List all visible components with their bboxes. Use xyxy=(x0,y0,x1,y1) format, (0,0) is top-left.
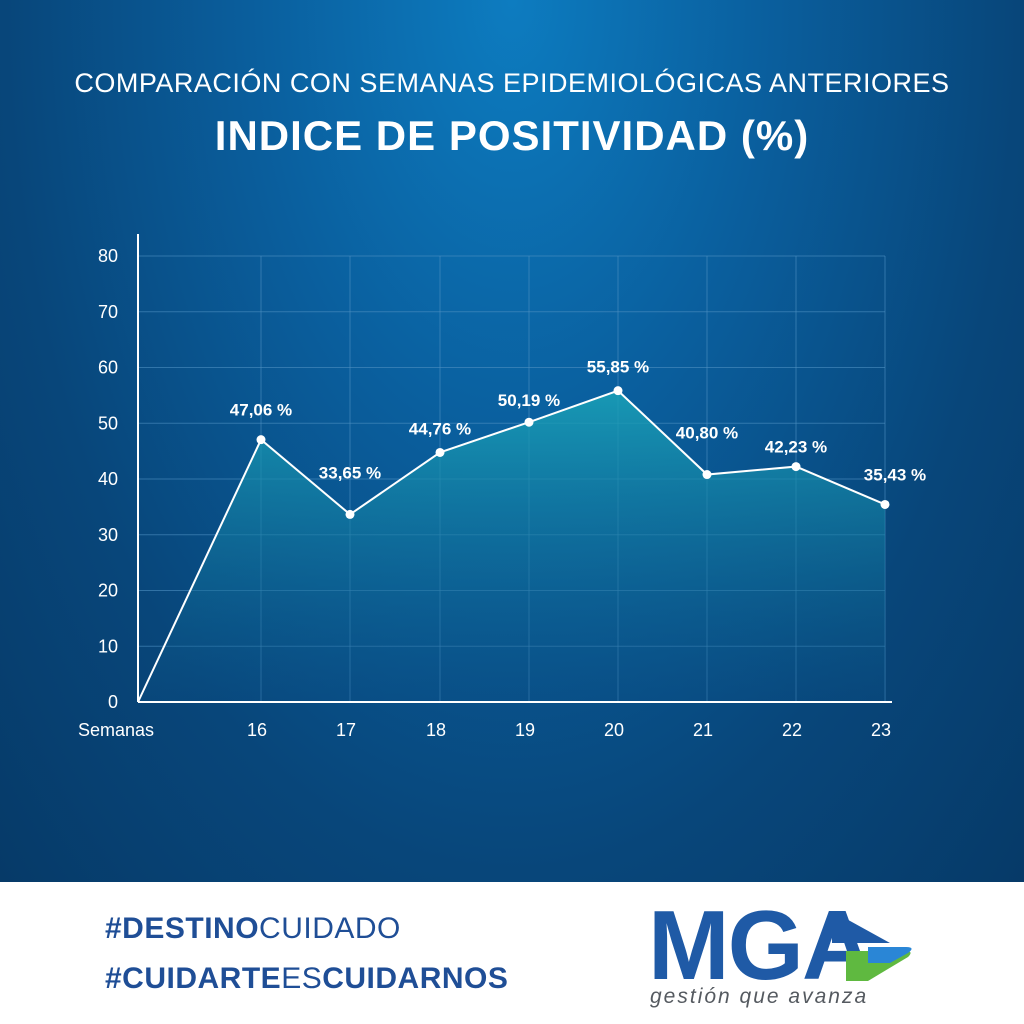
area-fill xyxy=(138,390,885,702)
data-point xyxy=(702,470,712,480)
x-tick-label: 23 xyxy=(871,720,891,740)
y-tick-label: 50 xyxy=(98,413,118,433)
hashtag2-bold: #CUIDARTE xyxy=(105,962,282,995)
data-label: 33,65 % xyxy=(319,463,381,482)
data-label: 35,43 % xyxy=(864,465,926,484)
data-point xyxy=(524,417,534,427)
y-tick-label: 40 xyxy=(98,469,118,489)
data-label: 55,85 % xyxy=(587,358,649,377)
data-points xyxy=(256,386,890,519)
chart-panel: COMPARACIÓN CON SEMANAS EPIDEMIOLÓGICAS … xyxy=(0,0,1024,882)
x-tick-labels: 16 17 18 19 20 21 22 23 xyxy=(247,720,891,740)
data-point xyxy=(880,499,890,509)
y-tick-label: 30 xyxy=(98,525,118,545)
y-tick-labels: 0 10 20 30 40 50 60 70 80 xyxy=(98,246,118,712)
chart-subtitle: COMPARACIÓN CON SEMANAS EPIDEMIOLÓGICAS … xyxy=(74,68,950,98)
x-tick-label: 20 xyxy=(604,720,624,740)
data-point xyxy=(435,447,445,457)
y-tick-label: 70 xyxy=(98,302,118,322)
y-tick-label: 0 xyxy=(108,692,118,712)
data-label: 44,76 % xyxy=(409,419,471,438)
hashtag-destino-cuidado: #DESTINOCUIDADO xyxy=(105,912,401,946)
data-point xyxy=(613,386,623,396)
data-point xyxy=(345,509,355,519)
hashtag2-bold-end: CUIDARNOS xyxy=(322,962,509,995)
y-tick-label: 80 xyxy=(98,246,118,266)
mga-tagline: gestión que avanza xyxy=(650,985,869,1008)
data-label: 40,80 % xyxy=(676,424,738,443)
hashtag-cuidarte-es-cuidarnos: #CUIDARTEESCUIDARNOS xyxy=(105,962,508,996)
area-shape xyxy=(138,390,885,702)
chart-title: INDICE DE POSITIVIDAD (%) xyxy=(214,112,810,159)
positivity-line-chart: 47,06 % 33,65 % 44,76 % 50,19 % 55,85 % 40,80… xyxy=(78,234,926,740)
hashtag1-light: CUIDADO xyxy=(259,912,401,945)
y-tick-label: 60 xyxy=(98,358,118,378)
data-point xyxy=(256,435,266,445)
x-tick-label: 19 xyxy=(515,720,535,740)
y-tick-label: 20 xyxy=(98,581,118,601)
x-axis-label: Semanas xyxy=(78,720,154,740)
x-tick-label: 16 xyxy=(247,720,267,740)
x-tick-label: 22 xyxy=(782,720,802,740)
data-label: 42,23 % xyxy=(765,438,827,457)
y-tick-label: 10 xyxy=(98,636,118,656)
hashtag2-light: ES xyxy=(281,962,323,995)
data-label: 47,06 % xyxy=(230,401,292,420)
data-label: 50,19 % xyxy=(498,391,560,410)
axes xyxy=(137,234,892,703)
x-tick-label: 21 xyxy=(693,720,713,740)
data-point xyxy=(791,462,801,472)
mga-arrow-logo-icon xyxy=(832,911,912,981)
mga-logo-text: MGA xyxy=(648,890,873,1000)
hashtag1-bold: #DESTINO xyxy=(105,912,260,945)
x-tick-label: 18 xyxy=(426,720,446,740)
x-tick-label: 17 xyxy=(336,720,356,740)
data-labels: 47,06 % 33,65 % 44,76 % 50,19 % 55,85 % 40,80… xyxy=(230,358,926,485)
